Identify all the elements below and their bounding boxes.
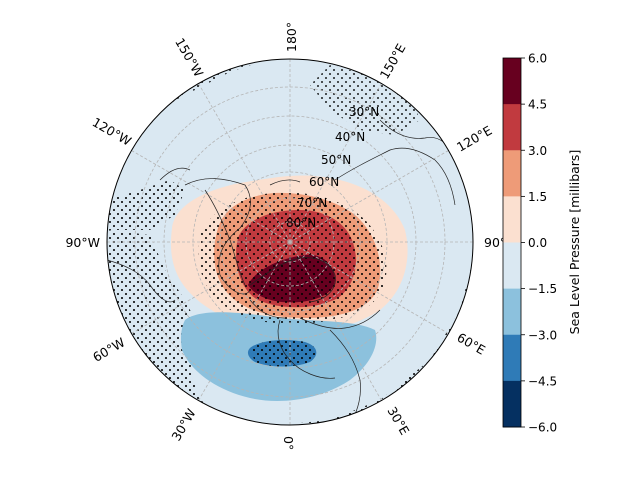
lat-label-60: 60°N (309, 175, 339, 189)
colorbar-tick-label: −3.0 (528, 328, 557, 342)
colorbar-tick-label: 4.5 (528, 98, 547, 112)
colorbar-bin (503, 58, 521, 105)
lat-label-50: 50°N (321, 153, 351, 167)
latitude-labels: 30°N 40°N 50°N 60°N 70°N 80°N (286, 105, 379, 230)
colorbar-tick-label: 3.0 (528, 144, 547, 158)
lat-label-30: 30°N (349, 105, 379, 119)
map-boundary (106, 58, 474, 426)
colorbar-tick-label: −4.5 (528, 374, 557, 388)
colorbar-tick-label: 1.5 (528, 190, 547, 204)
lon-label-30W: 30°W (168, 406, 198, 443)
map-disc (107, 59, 473, 425)
coastlines (107, 119, 456, 421)
lon-label-60W: 60°W (90, 335, 127, 365)
colorbar-bin (503, 196, 521, 243)
lat-label-80: 80°N (286, 216, 316, 230)
lon-label-90W: 90°W (65, 235, 100, 250)
colorbar-tick-label: −1.5 (528, 282, 557, 296)
colorbar-ticks: 6.0 4.5 3.0 1.5 0.0 −1.5 −3.0 −4.5 −6.0 (521, 52, 557, 435)
colorbar-bin (503, 150, 521, 197)
stippling-positive (198, 192, 387, 324)
colorbar-bin (503, 380, 521, 428)
meridians (107, 59, 473, 425)
lon-label-30E: 30°E (384, 404, 412, 438)
colorbar-bin (503, 334, 521, 382)
colorbar-tick-label: 6.0 (528, 52, 547, 66)
lon-label-150E: 150°E (377, 41, 409, 82)
lon-label-120E: 120°E (454, 123, 495, 155)
colorbar-bins (503, 58, 521, 428)
colorbar-bin (503, 242, 521, 290)
colorbar-tick-label: −6.0 (528, 421, 557, 435)
lon-label-0: 0° (281, 436, 296, 450)
lon-label-120W: 120°W (90, 114, 134, 148)
lat-label-70: 70°N (297, 196, 327, 210)
colorbar-bin (503, 104, 521, 151)
colorbar: 6.0 4.5 3.0 1.5 0.0 −1.5 −3.0 −4.5 −6.0 Sea Leve… (502, 52, 582, 435)
lon-label-150W: 150°W (172, 35, 206, 79)
colorbar-tick-label: 0.0 (528, 236, 547, 250)
lon-label-180: 180° (284, 22, 299, 52)
colorbar-label: Sea Level Pressure [millibars] (567, 150, 582, 335)
lon-label-60E: 60°E (455, 330, 489, 358)
colorbar-bin (503, 288, 521, 336)
lat-label-40: 40°N (335, 130, 365, 144)
